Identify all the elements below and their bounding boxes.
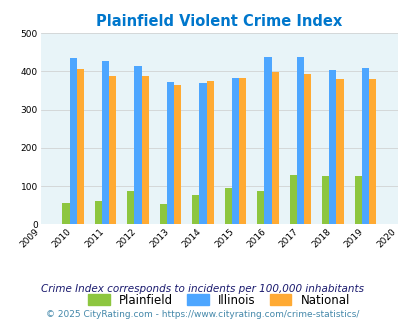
Bar [336, 79, 343, 224]
Bar [62, 203, 69, 224]
Legend: Plainfield, Illinois, National: Plainfield, Illinois, National [82, 288, 355, 313]
Title: Plainfield Violent Crime Index: Plainfield Violent Crime Index [96, 14, 341, 29]
Bar [102, 61, 109, 224]
Bar [95, 201, 102, 224]
Bar [328, 70, 336, 224]
Text: © 2025 CityRating.com - https://www.cityrating.com/crime-statistics/: © 2025 CityRating.com - https://www.city… [46, 310, 359, 319]
Bar [354, 176, 361, 224]
Bar [322, 176, 328, 224]
Bar [271, 72, 278, 224]
Bar [206, 81, 213, 224]
Text: Crime Index corresponds to incidents per 100,000 inhabitants: Crime Index corresponds to incidents per… [41, 284, 364, 294]
Bar [224, 188, 231, 224]
Bar [166, 82, 174, 224]
Bar [134, 66, 141, 224]
Bar [368, 79, 375, 224]
Bar [141, 76, 148, 224]
Bar [296, 57, 303, 224]
Bar [109, 76, 116, 224]
Bar [174, 85, 181, 224]
Bar [239, 78, 245, 224]
Bar [257, 191, 264, 224]
Bar [192, 195, 199, 224]
Bar [160, 204, 166, 224]
Bar [361, 68, 368, 224]
Bar [264, 57, 271, 224]
Bar [69, 58, 77, 224]
Bar [127, 191, 134, 224]
Bar [77, 69, 83, 224]
Bar [303, 74, 310, 224]
Bar [289, 175, 296, 224]
Bar [231, 78, 239, 224]
Bar [199, 83, 206, 224]
